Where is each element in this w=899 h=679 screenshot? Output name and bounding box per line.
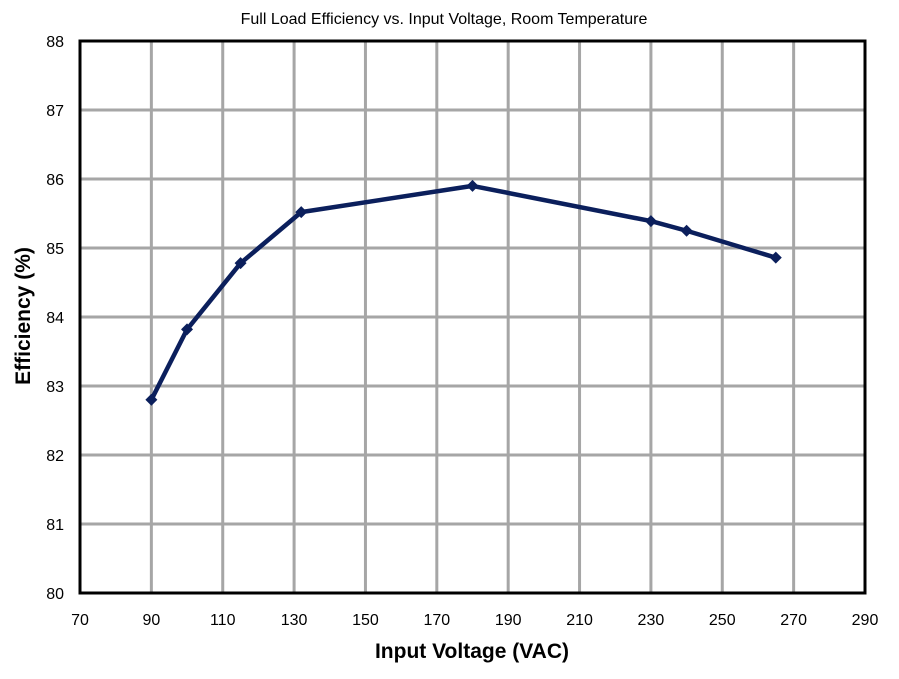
x-tick-label: 170	[423, 612, 450, 629]
x-axis-label: Input Voltage (VAC)	[375, 640, 569, 663]
y-tick-label: 83	[46, 379, 64, 396]
y-tick-label: 81	[46, 517, 64, 534]
data-point	[145, 393, 158, 406]
x-tick-label: 250	[709, 612, 736, 629]
y-tick-label: 84	[46, 310, 64, 327]
x-tick-label: 70	[71, 612, 89, 629]
data-point	[644, 215, 657, 228]
data-point	[680, 224, 693, 237]
y-tick-label: 85	[46, 241, 64, 258]
data-point	[181, 323, 194, 336]
y-tick-label: 87	[46, 103, 64, 120]
y-axis-label: Efficiency (%)	[12, 247, 35, 385]
y-tick-label: 86	[46, 172, 64, 189]
y-tick-label: 82	[46, 448, 64, 465]
x-tick-label: 270	[780, 612, 807, 629]
chart-title: Full Load Efficiency vs. Input Voltage, …	[241, 11, 648, 28]
x-tick-label: 130	[281, 612, 308, 629]
y-tick-label: 80	[46, 586, 64, 603]
y-tick-labels: 80 81 82 83 84 85 86 87 88	[46, 34, 64, 603]
y-tick-label: 88	[46, 34, 64, 51]
x-tick-label: 90	[142, 612, 160, 629]
x-tick-label: 190	[495, 612, 522, 629]
series-group	[145, 179, 782, 406]
x-tick-label: 110	[210, 612, 236, 629]
data-point	[234, 257, 247, 270]
x-tick-label: 290	[852, 612, 879, 629]
series-line	[149, 183, 777, 401]
x-tick-label: 150	[352, 612, 379, 629]
x-tick-label: 210	[566, 612, 593, 629]
data-point	[466, 179, 479, 192]
data-point	[769, 251, 782, 264]
plot-frame	[78, 39, 867, 595]
x-tick-label: 230	[638, 612, 665, 629]
data-point	[295, 206, 308, 219]
x-tick-labels: 70 90 110 130 150 170 190 210 230 250 270 290	[71, 612, 878, 629]
